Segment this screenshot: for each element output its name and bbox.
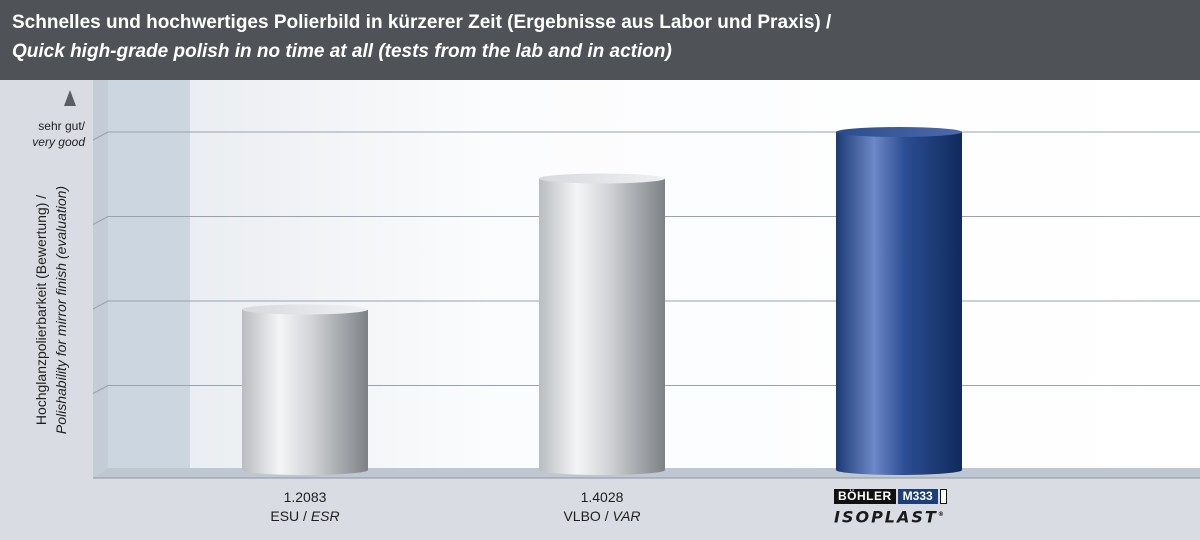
- chart-title-english: Quick high-grade polish in no time at al…: [12, 41, 672, 62]
- bar-cap: [539, 173, 665, 184]
- bar-body: [836, 132, 962, 475]
- logo-registered-mark: ®: [937, 511, 944, 518]
- y-axis-title-english: Polishability for mirror finish (evaluat…: [53, 185, 69, 435]
- chart-title-german: Schnelles und hochwertiges Polierbild in…: [12, 12, 832, 33]
- logo-isoplast: ISOPLAST: [834, 507, 938, 527]
- x-tick-code: 1.4028: [580, 489, 624, 505]
- y-axis-top-label: sehr gut/ very good: [32, 118, 85, 150]
- bar-0: [242, 304, 368, 475]
- logo-bohler: BÖHLER: [834, 489, 896, 504]
- bar-2: [836, 127, 962, 475]
- y-axis-up-arrow-icon: [64, 90, 76, 106]
- logo-bar: [939, 489, 947, 504]
- y-axis-title: Hochglanzpolierbarkeit (Bewertung) / Pol…: [31, 100, 71, 520]
- bar-cap: [242, 304, 368, 315]
- y-top-label-english: very good: [32, 135, 85, 149]
- bar-cap: [836, 127, 962, 137]
- chart-plot: [92, 80, 1200, 479]
- x-tick-label-var: 1.4028 VLBO / VAR: [502, 488, 702, 526]
- x-tick-label-esr: 1.2083 ESU / ESR: [205, 488, 405, 526]
- bar-body: [242, 309, 368, 475]
- logo-grade: M333: [897, 489, 938, 504]
- x-tick-name: VLBO /: [563, 508, 613, 524]
- x-tick-name-en: VAR: [612, 508, 641, 524]
- y-axis-title-german: Hochglanzpolierbarkeit (Bewertung) /: [33, 194, 49, 426]
- x-tick-code: 1.2083: [283, 489, 327, 505]
- chart-header: Schnelles und hochwertiges Polierbild in…: [0, 0, 1200, 80]
- bohler-m333-isoplast-logo: BÖHLER M333 ISOPLAST®: [834, 489, 974, 527]
- bar-body: [539, 178, 665, 475]
- plot-side-band: [108, 80, 190, 470]
- bar-1: [539, 173, 665, 475]
- x-tick-name-en: ESR: [310, 508, 340, 524]
- x-tick-name: ESU /: [270, 508, 311, 524]
- y-top-label-german: sehr gut/: [38, 119, 85, 133]
- plot-side-wall: [93, 80, 108, 478]
- bar-series: [242, 127, 962, 475]
